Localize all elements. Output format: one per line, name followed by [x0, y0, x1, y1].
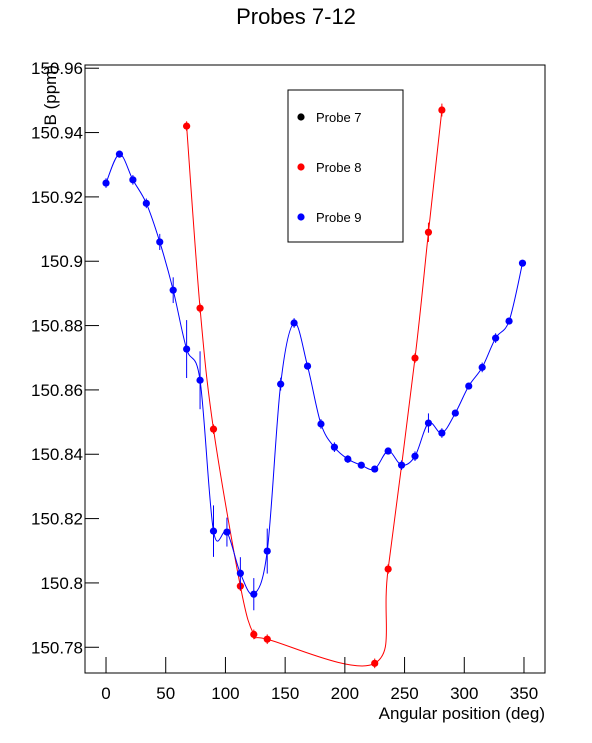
- data-point: [317, 420, 325, 428]
- data-point: [290, 319, 298, 327]
- y-tick-label: 150.96: [31, 59, 83, 78]
- legend-box: [287, 89, 404, 243]
- x-axis-label: Angular position (deg): [379, 704, 545, 723]
- y-tick-label: 150.8: [40, 574, 83, 593]
- data-point: [236, 569, 244, 577]
- data-point: [263, 547, 271, 555]
- x-tick-label: 350: [510, 684, 538, 703]
- legend-marker: [297, 213, 305, 221]
- data-point: [330, 443, 339, 451]
- data-point: [384, 447, 392, 455]
- y-tick-label: 150.88: [31, 317, 83, 336]
- data-point: [371, 465, 379, 473]
- data-point: [250, 630, 258, 638]
- plot-area: [102, 103, 527, 669]
- data-point: [411, 452, 419, 460]
- y-tick-label: 150.9: [40, 252, 83, 271]
- y-tick-label: 150.86: [31, 381, 83, 400]
- data-point: [344, 455, 352, 463]
- data-point: [518, 259, 527, 267]
- data-point: [142, 199, 150, 207]
- data-point: [384, 565, 392, 573]
- series-line: [186, 109, 443, 667]
- data-point: [277, 380, 285, 388]
- y-tick-label: 150.82: [31, 510, 83, 529]
- data-point: [465, 382, 473, 390]
- data-point: [263, 635, 271, 643]
- data-point: [183, 345, 191, 353]
- x-tick-label: 300: [450, 684, 478, 703]
- plot-frame: [84, 64, 546, 674]
- data-point: [156, 238, 164, 246]
- data-point: [250, 590, 258, 598]
- data-point: [196, 376, 204, 384]
- data-point: [371, 659, 379, 667]
- data-point: [397, 461, 406, 469]
- x-tick-label: 250: [390, 684, 418, 703]
- legend-marker: [297, 113, 305, 121]
- data-point: [303, 362, 312, 370]
- x-tick-label: 0: [101, 684, 110, 703]
- y-tick-label: 150.84: [31, 445, 83, 464]
- data-point: [505, 317, 513, 325]
- x-tick-label: 50: [156, 684, 175, 703]
- data-point: [169, 286, 177, 294]
- data-point: [492, 334, 500, 342]
- legend-marker: [297, 163, 305, 171]
- data-point: [424, 419, 433, 427]
- data-point: [424, 228, 433, 236]
- data-point: [183, 122, 191, 130]
- data-point: [438, 429, 446, 437]
- legend-label: Probe 8: [316, 160, 362, 175]
- legend-label: Probe 7: [316, 110, 362, 125]
- data-point: [209, 425, 218, 433]
- data-point: [115, 150, 124, 158]
- x-tick-label: 200: [331, 684, 359, 703]
- legend-label: Probe 9: [316, 210, 362, 225]
- y-tick-label: 150.94: [31, 124, 83, 143]
- data-point: [209, 527, 218, 535]
- data-point: [223, 528, 231, 536]
- chart-title: Probes 7-12: [236, 4, 356, 29]
- data-point: [438, 106, 446, 114]
- y-tick-label: 150.78: [31, 638, 83, 657]
- data-point: [357, 461, 365, 469]
- data-point: [478, 363, 486, 371]
- y-tick-label: 150.92: [31, 188, 83, 207]
- data-point: [196, 304, 204, 312]
- data-point: [451, 409, 459, 417]
- y-axis-label: B (ppm): [41, 65, 60, 125]
- data-point: [129, 176, 137, 184]
- x-tick-label: 100: [211, 684, 239, 703]
- data-point: [102, 179, 110, 187]
- x-tick-label: 150: [271, 684, 299, 703]
- data-point: [411, 354, 419, 362]
